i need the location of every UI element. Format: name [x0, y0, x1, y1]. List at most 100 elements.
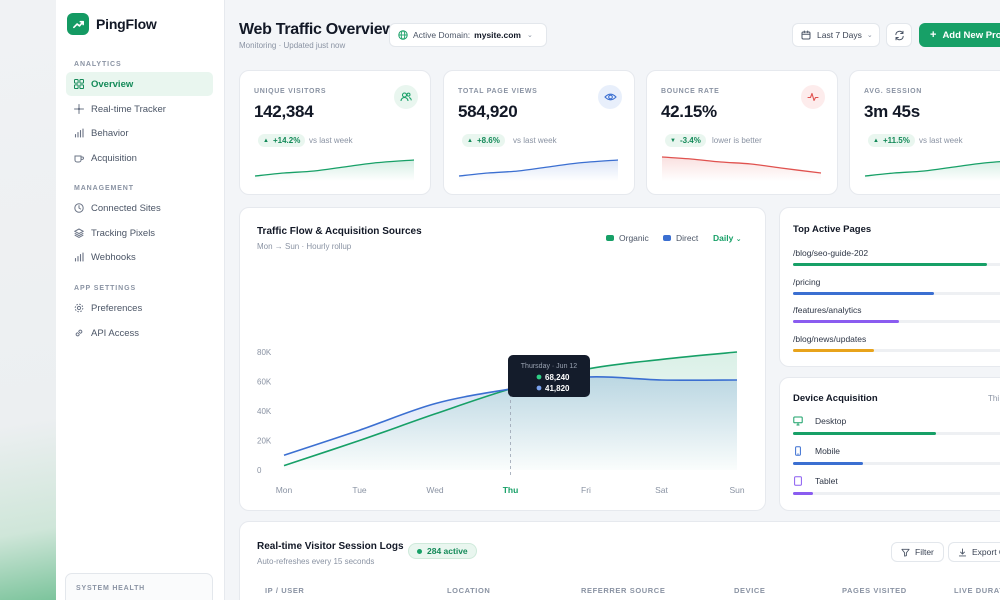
top-page-bar-fill	[793, 263, 987, 266]
stat-card-bounce-rate[interactable]: BOUNCE RATE 42.15% ▼ -3.4% lower is better	[646, 70, 838, 195]
sidebar-item-label: Acquisition	[91, 152, 137, 164]
device-period: Thi	[988, 394, 1000, 403]
sidebar-item-api-access[interactable]: API Access	[66, 321, 213, 345]
device-label: Mobile	[815, 446, 841, 456]
sidebar-item-label: Overview	[91, 78, 134, 90]
sidebar-item-preferences[interactable]: Preferences	[66, 296, 213, 320]
add-new-project-button[interactable]: + Add New Pro	[919, 23, 1000, 47]
eye-icon	[598, 85, 622, 109]
logs-subtitle: Auto-refreshes every 15 seconds	[257, 557, 375, 566]
brand-name: PingFlow	[96, 16, 157, 32]
sidebar-item-connected-sites[interactable]: Connected Sites	[66, 196, 213, 220]
stat-value: 3m 45s	[864, 102, 920, 121]
system-health-card: SYSTEM HEALTH	[65, 573, 213, 600]
arrow-up-icon: ▲	[263, 137, 269, 144]
stat-label: TOTAL PAGE VIEWS	[458, 88, 538, 95]
stat-card-unique-visitors[interactable]: UNIQUE VISITORS 142,384 ▲ +14.2% vs last wee…	[239, 70, 431, 195]
live-dot-icon	[417, 548, 422, 554]
sidebar-item-label: Webhooks	[91, 251, 136, 263]
plus-icon: +	[930, 29, 937, 41]
sparkline	[458, 159, 619, 181]
stat-label: AVG. SESSION	[864, 88, 923, 95]
active-sessions-badge: 284 active	[408, 543, 477, 559]
traffic-chart[interactable]: 0 20K 40K 60K 80K Mon Tue Wed Thu Fri Sat Sun Thursd…	[240, 208, 765, 510]
sparkle-icon	[74, 104, 84, 114]
top-page-bar-track	[793, 263, 1000, 266]
column-header[interactable]: IP / USER	[265, 586, 305, 595]
clock-icon	[74, 203, 84, 213]
device-bar-fill	[793, 462, 863, 465]
column-header[interactable]: DEVICE	[734, 586, 766, 595]
sidebar-item-overview[interactable]: Overview	[66, 72, 213, 96]
add-button-label: Add New Pro	[942, 29, 1000, 41]
legend-organic[interactable]: Organic	[606, 233, 649, 243]
sparkline-area	[255, 160, 414, 181]
device-bar-track	[793, 432, 1000, 435]
sidebar-item-tracking-pixels[interactable]: Tracking Pixels	[66, 221, 213, 245]
sidebar-item-label: API Access	[91, 327, 140, 339]
sparkline-area	[662, 157, 821, 181]
top-page-link[interactable]: /features/analytics	[793, 305, 862, 315]
export-button[interactable]: Export C	[948, 542, 1000, 562]
column-header[interactable]: PAGES VISITED	[842, 586, 907, 595]
legend-label: Organic	[619, 233, 649, 243]
domain-selector[interactable]: Active Domain: mysite.com ⌄	[389, 23, 547, 47]
device-bar-track	[793, 462, 1000, 465]
chart-mode-selector[interactable]: Daily ⌄	[713, 233, 742, 243]
sparkline-line	[254, 159, 415, 177]
stat-change-value: +8.6%	[476, 136, 500, 145]
legend-direct[interactable]: Direct	[663, 233, 698, 243]
system-health-label: SYSTEM HEALTH	[76, 585, 145, 592]
column-header[interactable]: LIVE DURAT	[954, 586, 1000, 595]
brand[interactable]: PingFlow	[67, 13, 157, 35]
filter-button[interactable]: Filter	[891, 542, 944, 562]
y-tick-label: 60K	[257, 378, 272, 387]
chart-title: Traffic Flow & Acquisition Sources	[257, 226, 422, 237]
date-range-label: Last 7 Days	[817, 30, 862, 40]
stat-change-value: +14.2%	[272, 136, 301, 145]
date-range-selector[interactable]: Last 7 Days ⌄	[792, 23, 880, 47]
device-row-desktop: Desktop	[793, 416, 846, 426]
tooltip-organic-value: 68,240	[545, 373, 570, 382]
top-page-bar-track	[793, 320, 1000, 323]
sidebar-item-webhooks[interactable]: Webhooks	[66, 245, 213, 269]
stat-note: lower is better	[712, 136, 762, 145]
legend-swatch	[663, 235, 671, 241]
layers-icon	[74, 228, 84, 238]
device-row-tablet: Tablet	[793, 476, 838, 486]
bar-chart-icon	[74, 128, 84, 138]
chart-subtitle: Mon → Sun · Hourly rollup	[257, 242, 352, 251]
top-page-bar-track	[793, 348, 1000, 352]
stat-card-avg-session[interactable]: AVG. SESSION 3m 45s ▲ +11.5% vs last week	[849, 70, 1000, 195]
filter-label: Filter	[915, 547, 934, 557]
sparkline	[661, 156, 822, 181]
column-header[interactable]: REFERRER SOURCE	[581, 586, 666, 595]
refresh-button[interactable]	[886, 23, 912, 47]
top-page-link[interactable]: /pricing	[793, 276, 821, 287]
stat-card-total-page-views[interactable]: TOTAL PAGE VIEWS 584,920 ▲ +8.6% vs last wee…	[443, 70, 635, 195]
sidebar-item-realtime-tracker[interactable]: Real-time Tracker	[66, 97, 213, 121]
sidebar-item-behavior[interactable]: Behavior	[66, 121, 213, 145]
export-label: Export C	[972, 547, 1000, 557]
stat-value: 584,920	[458, 102, 518, 121]
sparkline	[254, 159, 415, 181]
device-row-mobile: Mobile	[793, 446, 840, 456]
filter-icon	[901, 548, 910, 557]
sidebar-item-acquisition[interactable]: Acquisition	[66, 146, 213, 170]
chevron-down-icon: ⌄	[866, 32, 873, 39]
stat-change-badge: ▲ +14.2%	[258, 134, 306, 147]
domain-value: mysite.com	[474, 30, 521, 40]
column-header[interactable]: LOCATION	[447, 586, 491, 595]
x-tick-label: Sun	[729, 485, 744, 495]
stat-change-badge: ▲ +11.5%	[868, 134, 915, 147]
gear-icon	[74, 303, 84, 313]
x-tick-label: Tue	[352, 485, 367, 495]
refresh-icon	[894, 30, 904, 40]
grid-icon	[74, 79, 84, 89]
tooltip-direct-value: 41,820	[545, 384, 570, 393]
top-page-link[interactable]: /blog/news/updates	[793, 333, 867, 344]
stat-note: vs last week	[513, 136, 557, 145]
tooltip-title: Thursday · Jun 12	[521, 363, 578, 370]
top-page-link[interactable]: /blog/seo-guide-202	[793, 248, 869, 258]
traffic-chart-card: Traffic Flow & Acquisition Sources Mon →…	[239, 207, 766, 511]
